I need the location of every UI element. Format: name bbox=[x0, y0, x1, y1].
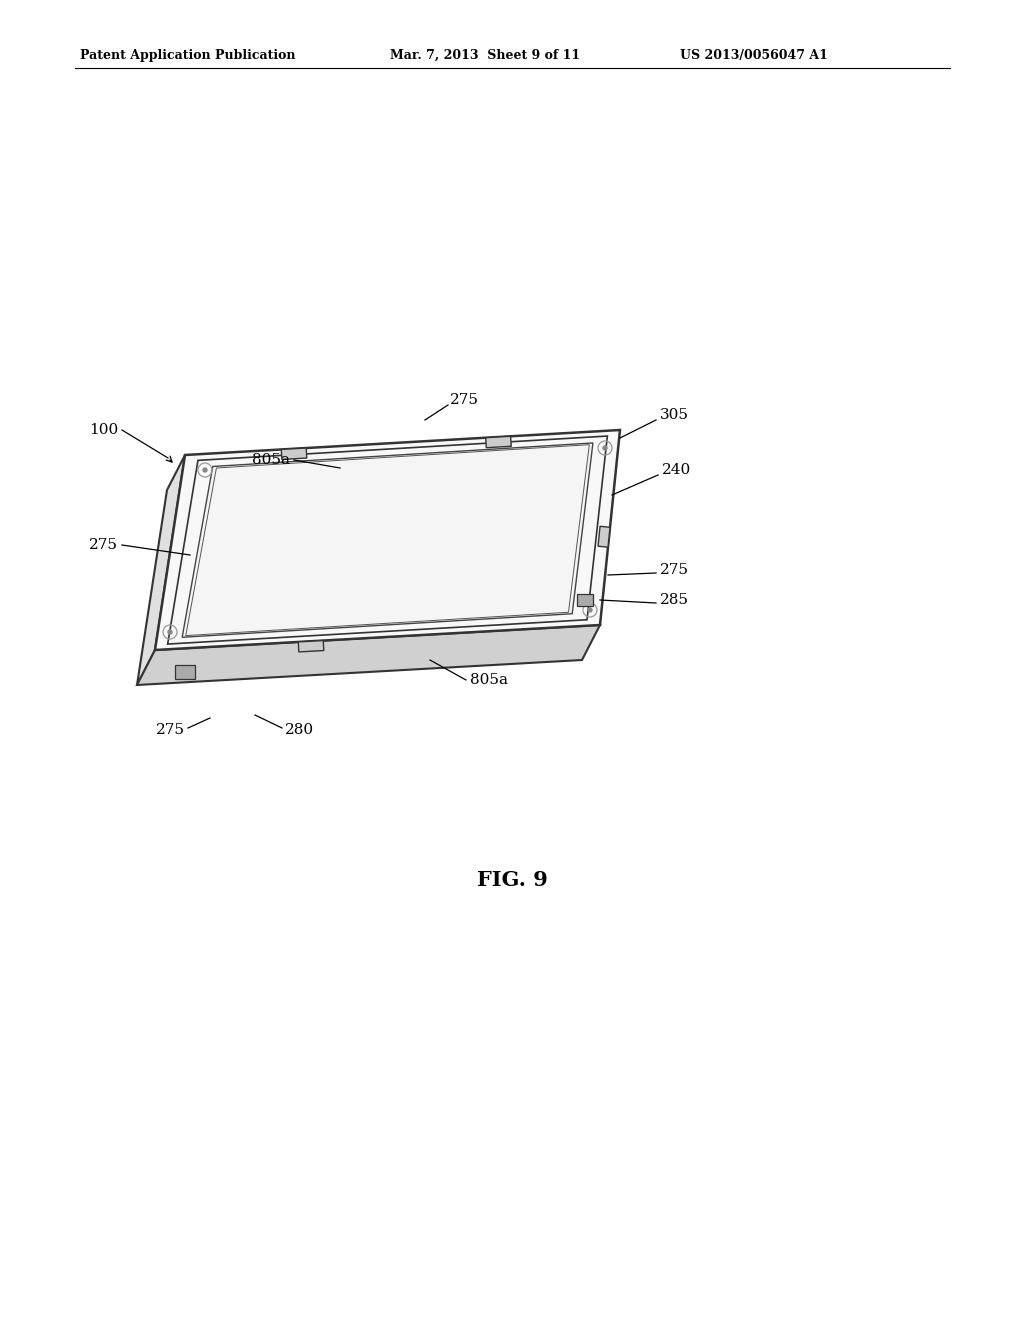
Circle shape bbox=[588, 609, 592, 612]
Circle shape bbox=[203, 469, 207, 473]
Polygon shape bbox=[137, 624, 600, 685]
Polygon shape bbox=[185, 445, 590, 636]
Text: Mar. 7, 2013  Sheet 9 of 11: Mar. 7, 2013 Sheet 9 of 11 bbox=[390, 49, 581, 62]
Polygon shape bbox=[598, 527, 610, 548]
Text: 805a: 805a bbox=[252, 453, 290, 467]
Text: 275: 275 bbox=[156, 723, 185, 737]
Circle shape bbox=[168, 630, 172, 634]
Text: 100: 100 bbox=[89, 422, 118, 437]
Text: 305: 305 bbox=[660, 408, 689, 422]
Text: 280: 280 bbox=[285, 723, 314, 737]
Polygon shape bbox=[282, 447, 307, 459]
Text: US 2013/0056047 A1: US 2013/0056047 A1 bbox=[680, 49, 827, 62]
Polygon shape bbox=[182, 444, 593, 638]
Polygon shape bbox=[155, 430, 620, 649]
Text: 275: 275 bbox=[89, 539, 118, 552]
Text: 275: 275 bbox=[660, 564, 689, 577]
Text: FIG. 9: FIG. 9 bbox=[476, 870, 548, 890]
Polygon shape bbox=[137, 455, 185, 685]
Circle shape bbox=[603, 446, 607, 450]
Text: 240: 240 bbox=[662, 463, 691, 477]
Polygon shape bbox=[175, 665, 195, 678]
Polygon shape bbox=[298, 640, 324, 652]
Text: Patent Application Publication: Patent Application Publication bbox=[80, 49, 296, 62]
Text: 285: 285 bbox=[660, 593, 689, 607]
Text: 275: 275 bbox=[450, 393, 479, 407]
Polygon shape bbox=[485, 437, 511, 447]
Polygon shape bbox=[577, 594, 593, 606]
Text: 805a: 805a bbox=[470, 673, 508, 686]
